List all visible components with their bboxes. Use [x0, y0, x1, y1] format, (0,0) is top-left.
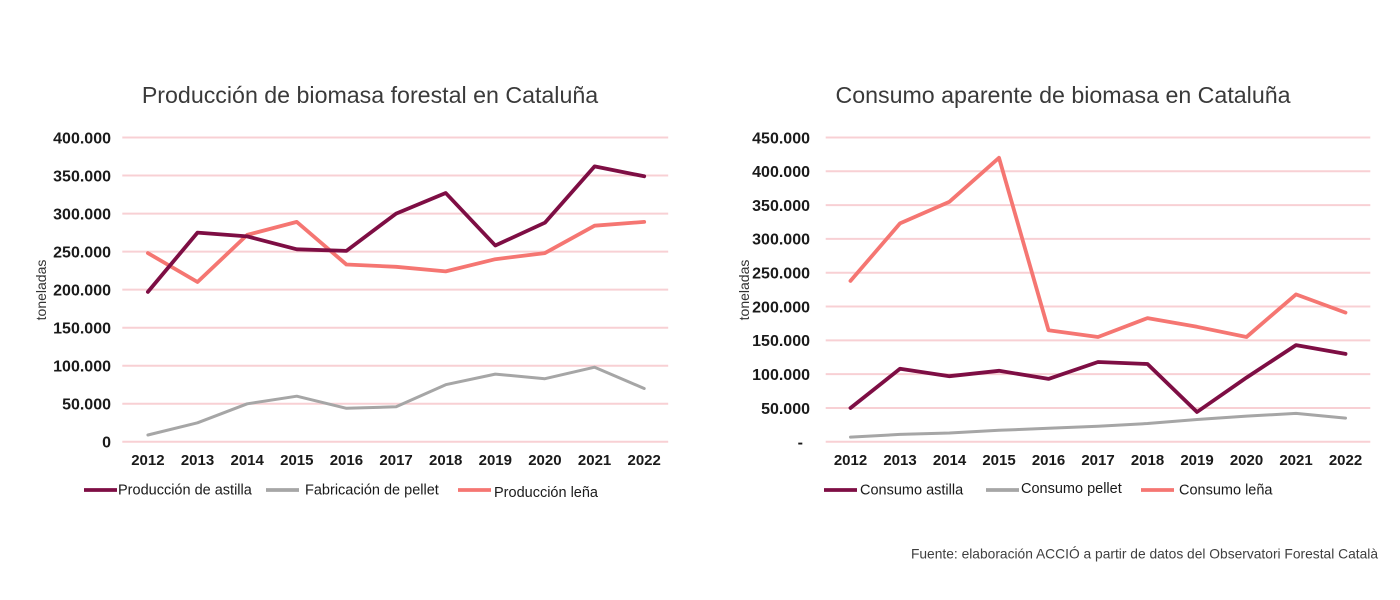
- svg-text:2013: 2013: [181, 452, 214, 469]
- svg-text:200.000: 200.000: [752, 299, 810, 316]
- svg-text:300.000: 300.000: [752, 232, 810, 249]
- svg-text:2018: 2018: [1131, 452, 1164, 469]
- svg-text:100.000: 100.000: [752, 367, 810, 384]
- svg-text:Consumo aparente de biomasa en: Consumo aparente de biomasa en Cataluña: [835, 82, 1290, 108]
- svg-text:2021: 2021: [578, 452, 611, 469]
- svg-text:Consumo leña: Consumo leña: [1179, 483, 1273, 499]
- svg-text:2020: 2020: [1230, 452, 1263, 469]
- svg-text:Fabricación de pellet: Fabricación de pellet: [305, 483, 439, 499]
- svg-text:Producción de biomasa forestal: Producción de biomasa forestal en Catalu…: [142, 82, 598, 108]
- svg-text:-: -: [798, 435, 803, 452]
- svg-text:50.000: 50.000: [62, 397, 111, 414]
- svg-text:2019: 2019: [1180, 452, 1213, 469]
- svg-text:Producción leña: Producción leña: [494, 485, 599, 501]
- svg-text:toneladas: toneladas: [736, 260, 752, 321]
- svg-text:2012: 2012: [834, 452, 867, 469]
- svg-text:2015: 2015: [982, 452, 1015, 469]
- svg-text:300.000: 300.000: [53, 206, 111, 223]
- svg-text:Fuente: elaboración ACCIÓ a pa: Fuente: elaboración ACCIÓ a partir de da…: [911, 546, 1378, 562]
- svg-text:150.000: 150.000: [53, 321, 111, 338]
- svg-text:2021: 2021: [1279, 452, 1312, 469]
- svg-text:2012: 2012: [131, 452, 164, 469]
- svg-text:2022: 2022: [1329, 452, 1362, 469]
- svg-text:2017: 2017: [1081, 452, 1114, 469]
- svg-text:2014: 2014: [933, 452, 967, 469]
- svg-text:200.000: 200.000: [53, 282, 111, 299]
- svg-text:0: 0: [102, 435, 111, 452]
- svg-text:250.000: 250.000: [53, 244, 111, 261]
- svg-text:450.000: 450.000: [752, 130, 810, 147]
- svg-text:toneladas: toneladas: [33, 260, 49, 321]
- svg-text:350.000: 350.000: [752, 198, 810, 215]
- svg-text:2020: 2020: [528, 452, 561, 469]
- svg-text:150.000: 150.000: [752, 333, 810, 350]
- svg-text:2022: 2022: [628, 452, 661, 469]
- svg-text:2019: 2019: [479, 452, 512, 469]
- svg-text:400.000: 400.000: [752, 164, 810, 181]
- svg-text:Consumo astilla: Consumo astilla: [860, 483, 964, 499]
- svg-text:2016: 2016: [1032, 452, 1065, 469]
- svg-text:2017: 2017: [379, 452, 412, 469]
- svg-text:250.000: 250.000: [752, 266, 810, 283]
- svg-text:2016: 2016: [330, 452, 363, 469]
- svg-text:2014: 2014: [231, 452, 265, 469]
- svg-text:Producción de astilla: Producción de astilla: [118, 483, 253, 499]
- svg-text:2015: 2015: [280, 452, 313, 469]
- svg-text:50.000: 50.000: [761, 401, 810, 418]
- svg-text:2018: 2018: [429, 452, 462, 469]
- svg-text:350.000: 350.000: [53, 168, 111, 185]
- svg-text:2013: 2013: [883, 452, 916, 469]
- svg-text:Consumo pellet: Consumo pellet: [1021, 481, 1122, 497]
- svg-text:100.000: 100.000: [53, 359, 111, 376]
- svg-text:400.000: 400.000: [53, 130, 111, 147]
